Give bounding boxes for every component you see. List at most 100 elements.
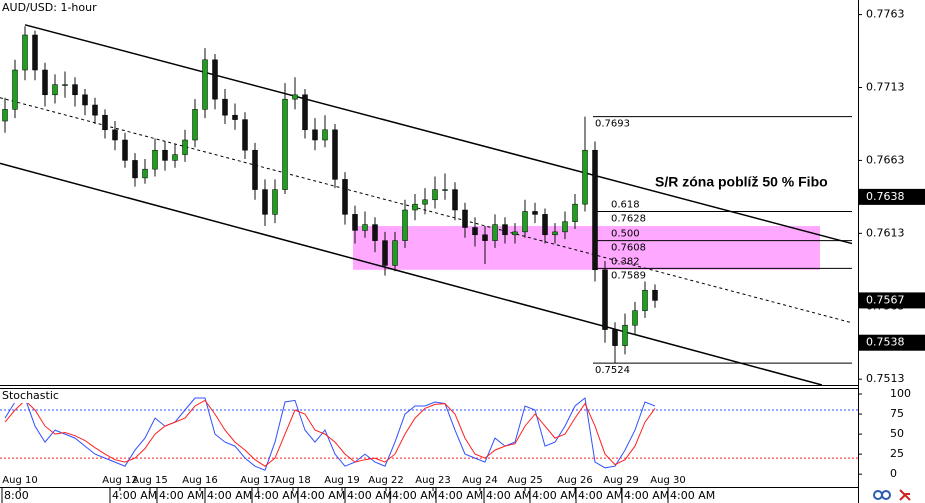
time-label: 4:00 AM xyxy=(159,489,204,502)
stochastic-line xyxy=(4,397,656,471)
title-bg xyxy=(0,0,98,16)
fib-price-label: 0.7608 xyxy=(611,243,646,254)
candle-body xyxy=(232,114,238,120)
y-tick-label: 0.7763 xyxy=(866,8,905,21)
time-label: 4:00 AM xyxy=(578,489,623,502)
time-label: 4:00 AM xyxy=(486,489,531,502)
x-tick-label: Aug 15 xyxy=(132,475,167,486)
y-tick-label: 75 xyxy=(890,407,904,420)
candle-body xyxy=(562,221,568,233)
candle-body xyxy=(532,211,538,215)
candle-body xyxy=(192,109,198,141)
candle-body xyxy=(82,94,88,106)
candle-body xyxy=(512,231,518,236)
x-tick-label: Aug 16 xyxy=(182,475,217,486)
candle-body xyxy=(22,34,28,71)
candle-body xyxy=(522,211,528,233)
candle-body xyxy=(312,129,318,141)
trendline xyxy=(24,24,853,245)
candle-body xyxy=(602,269,608,330)
candle-body xyxy=(202,59,208,110)
stochastic-line xyxy=(4,399,656,467)
candle-body xyxy=(472,227,478,236)
icons[interactable] xyxy=(873,489,911,501)
panel-title: Stochastic xyxy=(2,389,59,402)
candle-body xyxy=(402,209,408,241)
candle-body xyxy=(122,139,128,161)
candle-body xyxy=(642,289,648,311)
y-tick-label: 0.7513 xyxy=(866,372,905,385)
y-tick-label: 0.7613 xyxy=(866,226,905,239)
candle-body xyxy=(32,34,38,71)
x-tick-label: Aug 18 xyxy=(275,475,310,486)
candle-body xyxy=(302,94,308,131)
price-marker-label: 0.7538 xyxy=(866,336,905,349)
icon[interactable] xyxy=(899,489,911,501)
plot-layer: 0.77630.77130.76630.76130.75630.75130.76… xyxy=(0,8,925,503)
sr-zone xyxy=(353,226,820,270)
time-label: 4:00 AM xyxy=(624,489,669,502)
candle-body xyxy=(72,84,78,96)
candle-body xyxy=(142,168,148,179)
candle-body xyxy=(292,94,298,100)
candle-body xyxy=(322,129,328,141)
price-marker xyxy=(859,188,925,205)
time-label: 4:00 AM xyxy=(300,489,345,502)
x-tick-label: Aug 10 xyxy=(2,475,37,486)
candle-body xyxy=(182,139,188,155)
candle-body xyxy=(162,149,168,161)
candle-body xyxy=(172,154,178,161)
y-tick-label: 100 xyxy=(890,387,911,400)
time-label: 4:00 AM xyxy=(347,489,392,502)
time-label: 4:00 AM xyxy=(254,489,299,502)
candle-body xyxy=(222,98,228,116)
price-marker-label: 0.7638 xyxy=(866,190,905,203)
time-label: 4:00 AM xyxy=(532,489,577,502)
time-label: 4:00 AM xyxy=(112,489,157,502)
candle-body xyxy=(452,189,458,211)
candle-body xyxy=(282,98,288,190)
candle-body xyxy=(42,69,48,96)
candle-body xyxy=(62,84,68,86)
candle-body xyxy=(12,69,18,110)
icon[interactable] xyxy=(881,490,891,500)
title-bg xyxy=(0,389,56,403)
candle-body xyxy=(442,189,448,191)
time-label: 4:00 AM xyxy=(392,489,437,502)
candle-body xyxy=(152,149,158,170)
x-tick-label: Aug 23 xyxy=(415,475,450,486)
candle-body xyxy=(372,224,378,241)
candle-body xyxy=(572,203,578,222)
fib-ratio-label: 0.382 xyxy=(611,256,640,267)
x-tick-label: Aug 22 xyxy=(368,475,403,486)
candle-body xyxy=(342,179,348,215)
candle-body xyxy=(652,289,658,301)
candle-body xyxy=(462,209,468,228)
candle-body xyxy=(382,240,388,266)
time-label: 4:00 AM xyxy=(207,489,252,502)
y-tick-label: 0.7713 xyxy=(866,81,905,94)
price-marker-label: 0.7567 xyxy=(866,293,905,306)
x-tick-label: Aug 30 xyxy=(650,475,685,486)
fib-price-label: 0.7628 xyxy=(611,213,646,224)
candle-body xyxy=(502,224,508,236)
trendline xyxy=(0,162,823,386)
price-marker xyxy=(859,292,925,309)
chart-title: AUD/USD: 1-hour xyxy=(2,1,97,14)
candle-body xyxy=(272,189,278,215)
fib-price-label: 0.7524 xyxy=(595,365,630,376)
candle-body xyxy=(242,119,248,151)
candle-body xyxy=(352,214,358,231)
candle-body xyxy=(262,189,268,215)
candle-body xyxy=(132,160,138,179)
fib-price-label: 0.7693 xyxy=(595,119,630,130)
candle-body xyxy=(582,149,588,205)
candle-body xyxy=(622,324,628,346)
time-label: 4:00 AM xyxy=(438,489,483,502)
candle-body xyxy=(612,329,618,346)
candle-body xyxy=(362,224,368,231)
candle-body xyxy=(432,189,438,201)
fib-ratio-label: 0.618 xyxy=(611,199,640,210)
candle-body xyxy=(92,104,98,116)
